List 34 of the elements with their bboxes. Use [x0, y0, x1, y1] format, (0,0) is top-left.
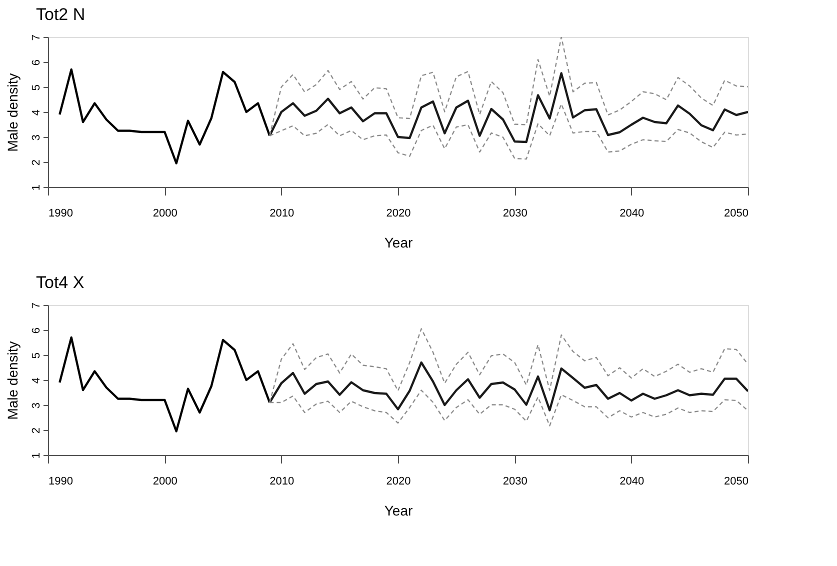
x-tick-label: 2010	[270, 208, 294, 220]
x-tick-label: 2020	[386, 208, 411, 220]
x-tick-label: 2040	[620, 476, 644, 488]
chart-title: Tot2 N	[36, 4, 86, 24]
x-tick-label: 2010	[270, 476, 294, 488]
x-tick-label: 2050	[724, 476, 748, 488]
x-tick-label: 2020	[386, 476, 411, 488]
x-tick-label: 2000	[152, 208, 178, 220]
x-tick-label: 2030	[502, 476, 528, 488]
y-axis-title: Male density	[4, 341, 20, 420]
y-tick-label: 7	[30, 302, 42, 309]
x-axis-title: Year	[384, 234, 413, 250]
y-tick-label: 4	[30, 109, 42, 116]
y-tick-label: 5	[30, 352, 42, 359]
y-tick-label: 6	[30, 59, 42, 66]
x-tick-label: 1990	[48, 476, 73, 488]
y-tick-label: 3	[30, 134, 42, 141]
x-tick-label: 2000	[152, 476, 178, 488]
y-tick-label: 1	[30, 184, 42, 191]
x-tick-label: 2050	[724, 208, 748, 220]
y-axis-title: Male density	[4, 73, 20, 152]
x-axis-title: Year	[384, 502, 413, 518]
y-tick-label: 5	[30, 84, 42, 91]
y-tick-label: 2	[30, 427, 42, 434]
y-tick-label: 3	[30, 402, 42, 409]
y-tick-label: 2	[30, 159, 42, 166]
y-tick-label: 1	[30, 452, 42, 459]
y-tick-label: 4	[30, 377, 42, 384]
x-tick-label: 1990	[48, 208, 73, 220]
chart-title: Tot4 X	[36, 272, 84, 292]
y-tick-label: 7	[30, 34, 42, 41]
x-tick-label: 2030	[502, 208, 528, 220]
x-tick-label: 2040	[620, 208, 644, 220]
y-tick-label: 6	[30, 327, 42, 334]
